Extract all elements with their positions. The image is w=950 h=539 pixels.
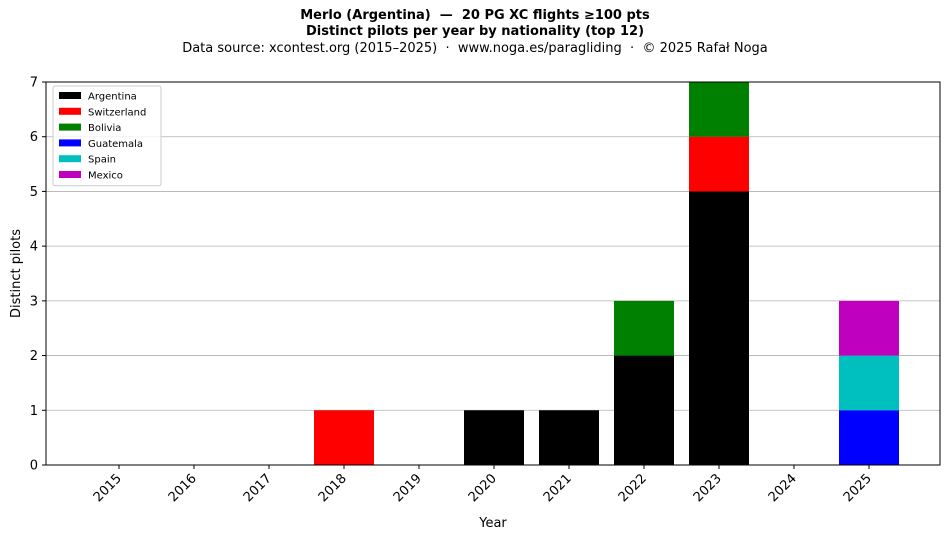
y-tick-label: 2 [30,349,38,364]
y-tick-label: 0 [30,459,38,474]
legend-label-switzerland: Switzerland [88,107,146,118]
y-axis-label: Distinct pilots [9,229,24,318]
chart-subtitle: Data source: xcontest.org (2015–2025) · … [182,41,768,56]
legend-label-spain: Spain [88,155,116,166]
bar-switzerland-2018 [314,410,374,465]
x-axis-label: Year [478,516,507,531]
legend-swatch-switzerland [59,107,81,115]
legend-label-argentina: Argentina [88,92,137,103]
x-tick-label: 2022 [616,471,650,505]
y-tick-label: 3 [30,294,38,309]
x-tick-label: 2018 [316,471,350,505]
bar-argentina-2023 [689,191,749,465]
x-tick-label: 2016 [166,471,200,505]
bar-argentina-2021 [539,410,599,465]
x-tick-label: 2017 [241,471,275,505]
x-tick-label: 2021 [541,471,575,505]
y-tick-label: 4 [30,240,38,255]
y-tick-label: 1 [30,404,38,419]
bar-bolivia-2023 [689,82,749,137]
legend-label-mexico: Mexico [88,171,123,182]
bar-spain-2025 [839,355,899,411]
chart-title-block: Merlo (Argentina) — 20 PG XC flights ≥10… [0,8,950,57]
legend-label-bolivia: Bolivia [88,123,121,134]
legend-swatch-guatemala [59,139,81,147]
x-tick-label: 2015 [91,471,125,505]
chart-title: Merlo (Argentina) — 20 PG XC flights ≥10… [300,8,650,23]
legend-swatch-mexico [59,171,81,178]
x-tick-label: 2023 [691,471,725,505]
legend-swatch-spain [59,155,81,163]
y-tick-label: 5 [30,185,38,200]
legend-swatch-argentina [59,92,81,99]
x-tick-label: 2020 [466,471,500,505]
chart-title-line2: Distinct pilots per year by nationality … [305,24,645,39]
bar-bolivia-2022 [614,300,674,356]
bar-mexico-2025 [839,300,899,356]
legend-label-guatemala: Guatemala [88,139,143,150]
y-tick-label: 7 [30,76,38,91]
y-tick-label: 6 [30,130,38,145]
bar-guatemala-2025 [839,410,899,465]
legend-swatch-bolivia [59,123,81,131]
x-tick-label: 2025 [841,471,875,505]
x-tick-label: 2019 [391,471,425,505]
bar-argentina-2020 [464,410,524,465]
x-tick-label: 2024 [766,471,800,505]
bar-argentina-2022 [614,355,674,465]
bar-switzerland-2023 [689,136,749,192]
plot-frame [45,81,941,466]
